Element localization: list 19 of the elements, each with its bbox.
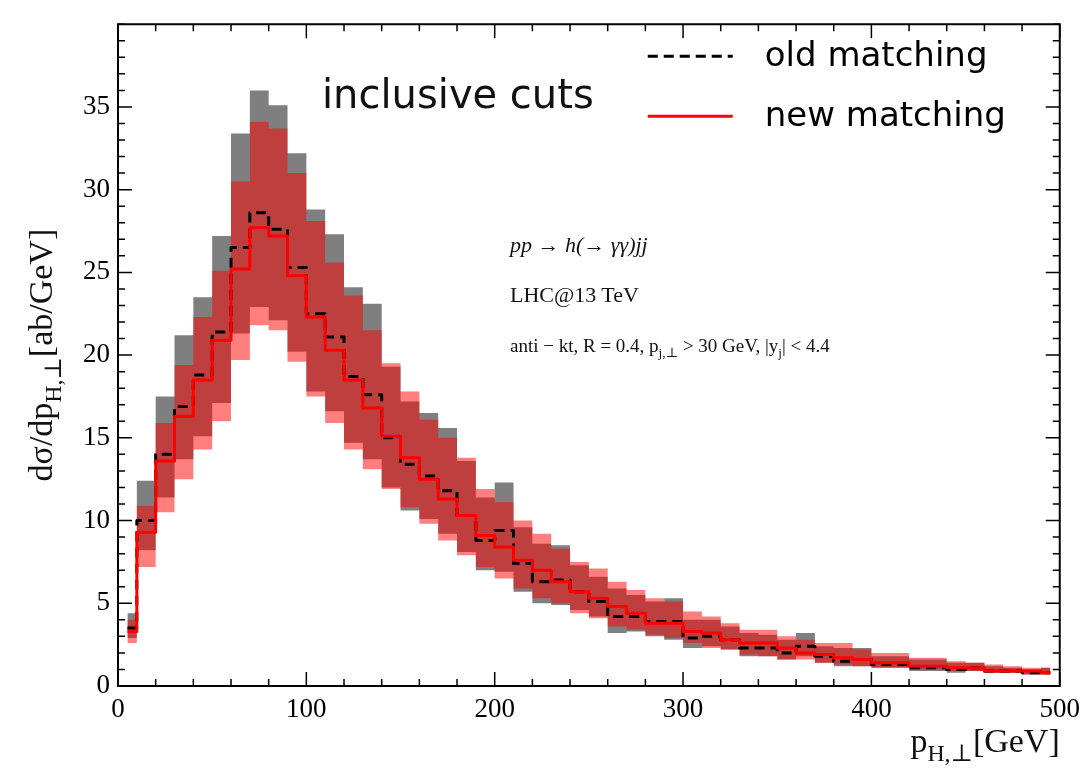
- x-tick-label: 100: [286, 693, 327, 724]
- y-tick-label: 25: [83, 255, 110, 286]
- x-tick-label: 200: [474, 693, 515, 724]
- y-tick-label: 35: [83, 90, 110, 121]
- y-axis-title: dσ/dpH,⊥[ab/GeV]: [22, 228, 66, 482]
- x-tick-label: 500: [1039, 693, 1080, 724]
- x-tick-label: 400: [851, 693, 892, 724]
- x-tick-label: 300: [662, 693, 704, 724]
- y-tick-label: 20: [83, 338, 110, 369]
- annotation: pp → h(→ γγ)jj: [508, 232, 648, 257]
- annotation: LHC@13 TeV: [510, 282, 640, 307]
- y-tick-label: 5: [96, 586, 110, 617]
- legend-label: old matching: [764, 34, 988, 75]
- y-tick-label: 0: [96, 669, 110, 700]
- y-tick-label: 30: [83, 172, 110, 203]
- y-tick-label: 15: [83, 420, 110, 451]
- annotation: inclusive cuts: [322, 71, 594, 117]
- legend-label: new matching: [764, 94, 1006, 135]
- y-tick-label: 10: [83, 503, 110, 534]
